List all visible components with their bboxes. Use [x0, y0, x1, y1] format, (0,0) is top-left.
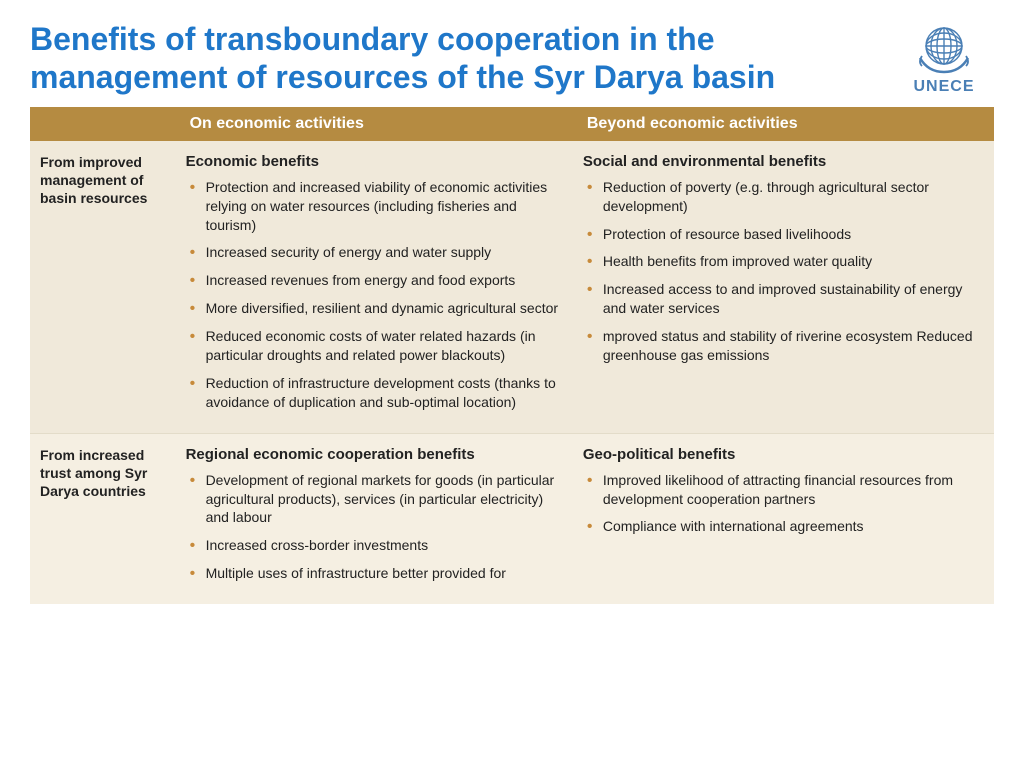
- row-label-trust: From increased trust among Syr Darya cou…: [30, 433, 180, 604]
- list-item: Increased revenues from energy and food …: [204, 271, 563, 290]
- header-blank: [30, 107, 180, 141]
- list-item: Multiple uses of infrastructure better p…: [204, 564, 563, 583]
- page-title: Benefits of transboundary cooperation in…: [30, 20, 850, 97]
- list-item: Compliance with international agreements: [601, 517, 980, 536]
- header-beyond: Beyond economic activities: [577, 107, 994, 141]
- cell-heading: Social and environmental benefits: [583, 153, 980, 170]
- cell-heading: Geo-political benefits: [583, 446, 980, 463]
- benefit-list: Protection and increased viability of ec…: [186, 178, 563, 412]
- list-item: Improved likelihood of attracting financ…: [601, 471, 980, 509]
- cell-heading: Regional economic cooperation benefits: [186, 446, 563, 463]
- benefit-list: Reduction of poverty (e.g. through agric…: [583, 178, 980, 365]
- cell-regional-benefits: Regional economic cooperation benefits D…: [180, 433, 577, 604]
- cell-heading: Economic benefits: [186, 153, 563, 170]
- table-header-row: On economic activities Beyond economic a…: [30, 107, 994, 141]
- list-item: Health benefits from improved water qual…: [601, 252, 980, 271]
- slide-header: Benefits of transboundary cooperation in…: [30, 20, 994, 97]
- list-item: Increased security of energy and water s…: [204, 243, 563, 262]
- list-item: Reduction of infrastructure development …: [204, 374, 563, 412]
- logo-label: UNECE: [894, 78, 994, 96]
- list-item: Reduced economic costs of water related …: [204, 327, 563, 365]
- list-item: Reduction of poverty (e.g. through agric…: [601, 178, 980, 216]
- list-item: Development of regional markets for good…: [204, 471, 563, 528]
- list-item: mproved status and stability of riverine…: [601, 327, 980, 365]
- un-globe-icon: [912, 20, 976, 76]
- benefit-list: Development of regional markets for good…: [186, 471, 563, 583]
- list-item: Protection and increased viability of ec…: [204, 178, 563, 235]
- benefits-table: On economic activities Beyond economic a…: [30, 107, 994, 604]
- table-row: From improved management of basin resour…: [30, 141, 994, 433]
- cell-economic-benefits: Economic benefits Protection and increas…: [180, 141, 577, 433]
- slide-container: Benefits of transboundary cooperation in…: [0, 0, 1024, 624]
- list-item: Protection of resource based livelihoods: [601, 225, 980, 244]
- cell-social-benefits: Social and environmental benefits Reduct…: [577, 141, 994, 433]
- list-item: More diversified, resilient and dynamic …: [204, 299, 563, 318]
- unece-logo: UNECE: [894, 20, 994, 96]
- row-label-management: From improved management of basin resour…: [30, 141, 180, 433]
- cell-geopolitical-benefits: Geo-political benefits Improved likeliho…: [577, 433, 994, 604]
- table-row: From increased trust among Syr Darya cou…: [30, 433, 994, 604]
- list-item: Increased access to and improved sustain…: [601, 280, 980, 318]
- benefit-list: Improved likelihood of attracting financ…: [583, 471, 980, 537]
- header-economic: On economic activities: [180, 107, 577, 141]
- list-item: Increased cross-border investments: [204, 536, 563, 555]
